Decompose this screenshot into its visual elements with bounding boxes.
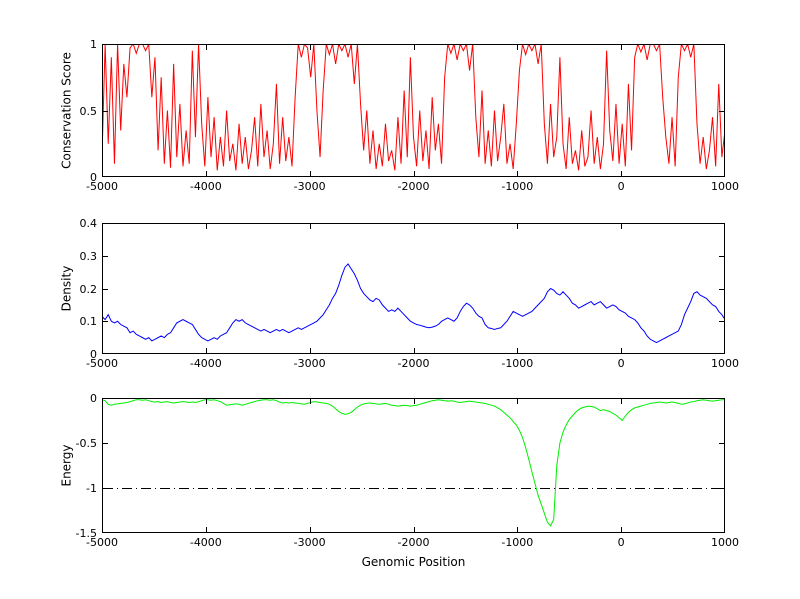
x-tick-label: -3000 xyxy=(293,357,326,370)
x-tick-label: -5000 xyxy=(86,180,118,193)
x-tick-label: 0 xyxy=(617,536,625,549)
plot-area xyxy=(102,44,725,177)
y-tick-label: 0 xyxy=(90,171,97,184)
x-tick-label: 0 xyxy=(617,180,625,193)
series-line xyxy=(102,263,725,344)
x-tick-label: -2000 xyxy=(397,536,430,549)
x-tick-label: 1000 xyxy=(711,357,739,370)
x-tick-label: -4000 xyxy=(189,357,222,370)
x-tick-label: -4000 xyxy=(189,536,222,549)
y-tick-label: 0.3 xyxy=(79,249,98,263)
y-tick-label: 0 xyxy=(90,392,97,405)
plot-area xyxy=(102,223,725,354)
y-tick-label: -0.5 xyxy=(75,437,97,450)
x-tick-label: -3000 xyxy=(293,180,326,193)
x-tick-label: -5000 xyxy=(86,536,118,549)
x-tick-label: -4000 xyxy=(189,180,222,193)
density-plot xyxy=(102,223,725,354)
y-tick-label: 1 xyxy=(90,38,97,51)
x-tick-label: 1000 xyxy=(711,536,739,549)
x-tick-label: -2000 xyxy=(397,357,430,370)
y-tick-label: 0.5 xyxy=(79,104,98,118)
energy-plot xyxy=(102,398,725,533)
x-tick-label: -5000 xyxy=(86,357,118,370)
x-tick-label: -1000 xyxy=(501,180,534,193)
axis-box xyxy=(102,223,725,354)
y-tick-label: 0 xyxy=(90,348,97,361)
x-tick-label: 1000 xyxy=(711,180,739,193)
series-line xyxy=(102,44,725,171)
plot-area xyxy=(102,398,725,533)
y-tick-label: -1 xyxy=(86,482,97,495)
series-line xyxy=(102,399,725,527)
y-tick-label: -1.5 xyxy=(75,527,97,540)
x-tick-label: -2000 xyxy=(397,180,430,193)
x-tick-label: 0 xyxy=(617,357,625,370)
axis-box xyxy=(102,44,725,177)
y-tick-label: 0.2 xyxy=(79,282,98,296)
x-tick-label: -3000 xyxy=(293,536,326,549)
axis-box xyxy=(102,398,725,533)
y-tick-label: 0.1 xyxy=(79,315,98,329)
x-tick-label: -1000 xyxy=(501,536,534,549)
x-axis-title: Genomic Position xyxy=(361,555,466,569)
conservation-score-plot xyxy=(102,44,725,177)
y-tick-label: 0.4 xyxy=(79,217,98,230)
x-tick-label: -1000 xyxy=(501,357,534,370)
